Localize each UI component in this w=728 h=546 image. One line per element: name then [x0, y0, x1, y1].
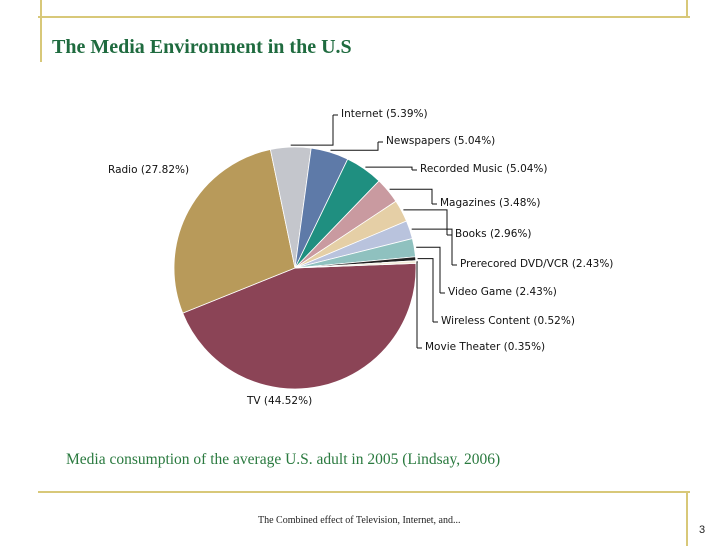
leader-line-movie-theater	[416, 261, 418, 348]
leader-line-recorded-music	[365, 166, 413, 170]
leader-line-books	[403, 209, 448, 235]
left-accent-rule	[40, 0, 42, 62]
bottom-right-rule	[686, 491, 688, 546]
leader-line-video-game	[416, 246, 441, 293]
chart-caption: Media consumption of the average U.S. ad…	[66, 451, 501, 468]
pie-label-wireless-content: Wireless Content (0.52%)	[441, 315, 575, 327]
pie-label-movie-theater: Movie Theater (0.35%)	[425, 341, 545, 353]
bottom-rule	[38, 491, 690, 493]
leader-line-newspapers	[330, 142, 379, 151]
pie-label-books: Books (2.96%)	[455, 228, 532, 240]
pie-label-tv: TV (44.52%)	[246, 395, 312, 407]
leader-line-wireless-content	[417, 258, 434, 322]
leader-line-magazines	[389, 188, 433, 204]
slide-footer: The Combined effect of Television, Inter…	[258, 515, 461, 526]
pie-label-recorded-music: Recorded Music (5.04%)	[420, 163, 548, 175]
pie-label-magazines: Magazines (3.48%)	[440, 197, 541, 209]
slide-title: The Media Environment in the U.S	[52, 36, 352, 58]
right-accent-rule	[686, 0, 688, 18]
pie-label-radio: Radio (27.82%)	[108, 164, 189, 176]
leader-line-prerecored-dvd-vcr	[411, 228, 453, 265]
pie-label-newspapers: Newspapers (5.04%)	[386, 135, 495, 147]
pie-slice-movie-theater	[294, 260, 417, 269]
pie-slice-radio	[173, 149, 296, 314]
pie-labels: TV (44.52%) Radio (27.82%) Internet (5.39%…	[108, 108, 613, 407]
page-number: 3	[699, 524, 706, 536]
pie-slices	[173, 146, 417, 390]
pie-label-prerecored-dvd-vcr: Prerecored DVD/VCR (2.43%)	[460, 258, 613, 270]
pie-label-internet: Internet (5.39%)	[341, 108, 428, 120]
pie-leader-lines	[290, 114, 457, 349]
top-rule	[38, 16, 690, 18]
pie-slice-tv	[182, 262, 417, 390]
pie-label-video-game: Video Game (2.43%)	[448, 286, 557, 298]
leader-line-internet	[290, 115, 334, 146]
